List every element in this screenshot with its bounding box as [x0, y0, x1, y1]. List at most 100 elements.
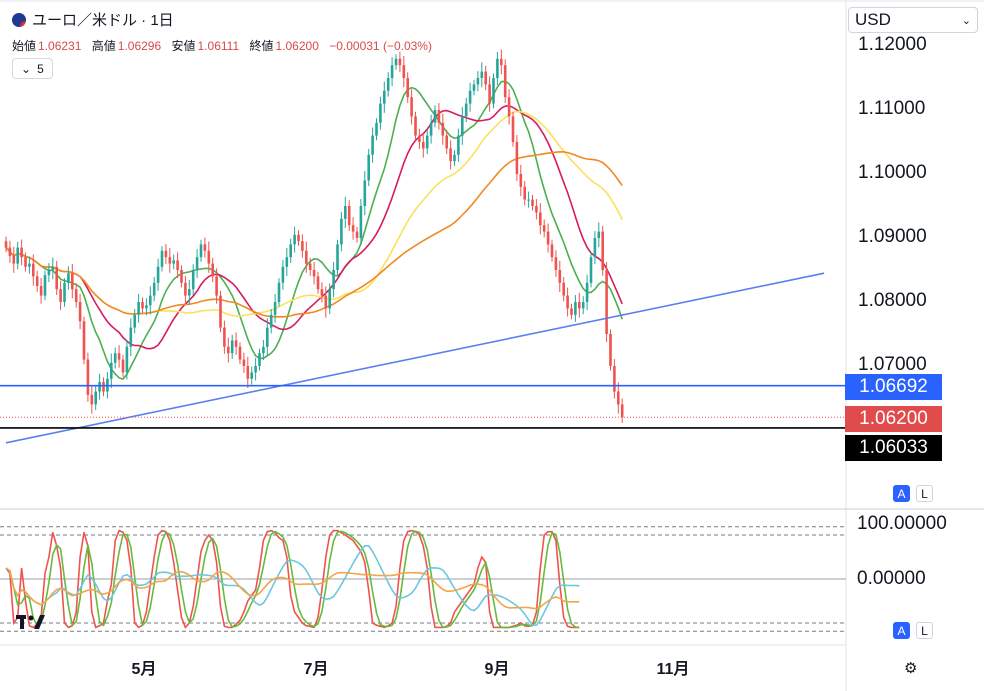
candle-body	[472, 84, 476, 91]
currency-select[interactable]: USD ⌄	[848, 7, 978, 33]
candle-body	[507, 97, 511, 117]
candle-body	[527, 199, 530, 201]
month-label-nov: 11月	[656, 661, 690, 678]
change-value: −0.00031 (−0.03%)	[329, 39, 432, 53]
candle-body	[531, 199, 534, 206]
candle-body	[523, 186, 526, 200]
candle-body	[574, 302, 577, 315]
candle-body	[152, 282, 156, 296]
candle-body	[355, 231, 359, 238]
price-overlays	[0, 272, 846, 444]
candle-body	[215, 276, 218, 296]
candle-body	[581, 302, 585, 309]
candle-body	[461, 116, 464, 136]
candle-body	[230, 340, 234, 354]
candle-body	[63, 282, 66, 302]
open-value: 1.06231	[38, 39, 82, 53]
candle-body	[511, 116, 515, 142]
candle-body	[418, 135, 421, 142]
candle-body	[425, 135, 429, 149]
candle-body	[20, 247, 23, 258]
candle-body	[223, 327, 226, 347]
high-value: 1.06296	[117, 39, 162, 53]
candle-body	[285, 257, 289, 267]
candle-body	[262, 346, 265, 354]
candle-body	[195, 257, 199, 270]
candle-body	[246, 366, 250, 379]
candle-body	[480, 71, 484, 78]
candle-body	[488, 84, 491, 104]
candle-body	[102, 382, 105, 392]
candle-body	[359, 206, 363, 238]
candle-body	[242, 359, 246, 366]
ma-orange-line	[5, 150, 623, 318]
candle-body	[269, 314, 273, 328]
candle-body	[546, 231, 550, 245]
candle-body	[301, 241, 304, 251]
candle-body	[390, 65, 394, 78]
support-line-price-tag: 1.06692	[845, 374, 942, 400]
candle-body	[484, 71, 487, 85]
candle-body	[137, 302, 140, 315]
candle-body	[464, 103, 468, 117]
candle-body	[441, 122, 445, 136]
candle-body	[234, 340, 238, 347]
candle-body	[78, 302, 82, 322]
candle-body	[207, 250, 211, 264]
chevron-down-icon: ⌄	[21, 61, 32, 76]
candle-body	[98, 382, 101, 392]
candle-body	[219, 295, 222, 328]
price-axis-label: 1.11000	[858, 98, 926, 119]
osc-log-scale-button[interactable]: L	[916, 622, 933, 639]
candle-body	[609, 334, 612, 366]
candle-body	[617, 391, 620, 405]
candle-body	[4, 241, 8, 248]
log-scale-button[interactable]: L	[916, 485, 933, 502]
low-line-price-tag: 1.06033	[845, 435, 942, 461]
candle-body	[503, 65, 507, 98]
candle-body	[347, 206, 351, 226]
candle-body	[336, 244, 339, 270]
candle-body	[386, 78, 390, 91]
month-label-jul: 7月	[303, 661, 329, 678]
candle-body	[47, 270, 51, 276]
candle-body	[340, 218, 343, 245]
candle-body	[281, 266, 285, 283]
osc-axis-label-0: 0.00000	[857, 568, 926, 589]
candle-body	[398, 58, 402, 66]
candle-body	[297, 234, 300, 242]
auto-scale-button[interactable]: A	[893, 485, 910, 502]
moving-averages	[5, 80, 623, 381]
candle-body	[613, 366, 616, 392]
candle-body	[180, 270, 183, 283]
candle-body	[476, 78, 480, 85]
candle-body	[492, 78, 495, 104]
candle-body	[141, 302, 144, 309]
candle-body	[293, 234, 296, 245]
candle-body	[539, 212, 542, 226]
osc-auto-scale-button[interactable]: A	[893, 622, 910, 639]
last-price-tag: 1.06200	[845, 406, 942, 432]
candle-body	[433, 110, 437, 123]
candle-body	[266, 327, 269, 347]
candle-body	[550, 244, 554, 258]
candle-body	[593, 238, 597, 258]
indicators-toggle-button[interactable]: ⌄ 5	[12, 58, 53, 79]
candle-body	[90, 394, 94, 405]
eur-usd-flag-icon	[12, 12, 26, 27]
settings-gear-icon[interactable]: ⚙	[904, 660, 918, 677]
candle-body	[8, 247, 12, 256]
ma-green-line	[5, 80, 623, 381]
candle-body	[566, 295, 569, 309]
candle-body	[402, 65, 406, 78]
candle-body	[605, 270, 608, 334]
candle-body	[289, 244, 292, 258]
candle-body	[371, 135, 374, 155]
price-axis-label: 1.09000	[858, 226, 927, 247]
candle-body	[277, 282, 281, 302]
candle-body	[429, 122, 433, 136]
candle-body	[542, 225, 546, 232]
candle-body	[71, 273, 74, 290]
candle-body	[394, 58, 398, 66]
chart-title[interactable]: ユーロ／米ドル · 1日	[12, 9, 174, 30]
